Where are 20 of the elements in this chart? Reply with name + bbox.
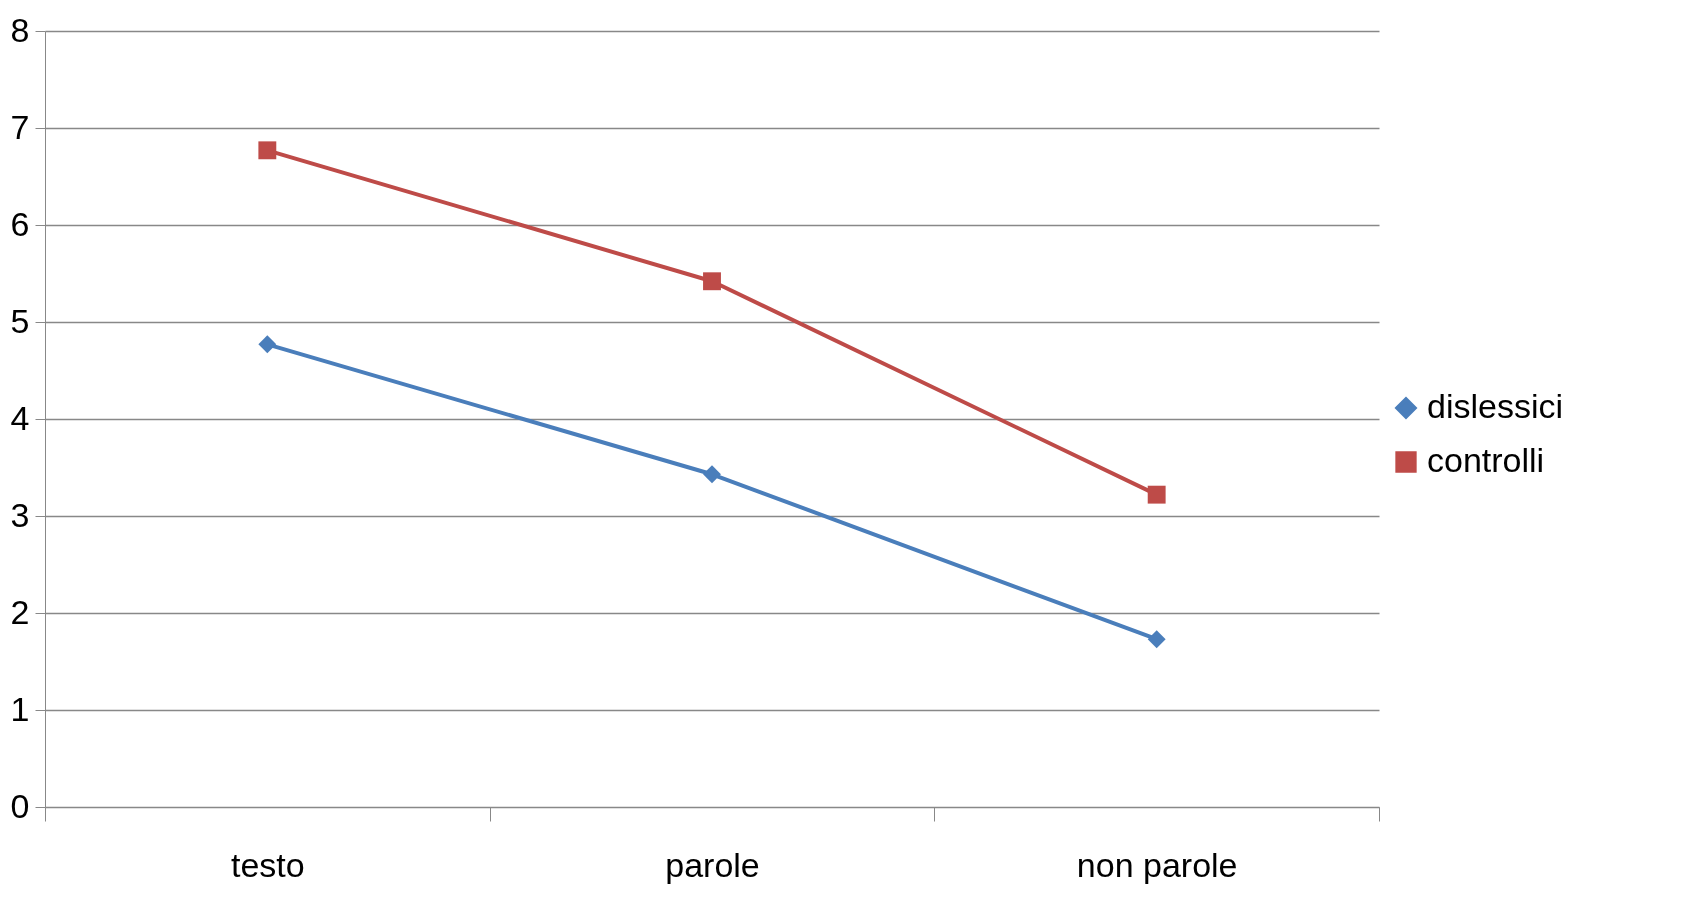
legend-label: controlli <box>1427 441 1545 479</box>
point <box>1147 485 1166 504</box>
y-tick-label: 2 <box>10 592 30 631</box>
legend-label: dislessici <box>1427 387 1564 425</box>
y-tick-label: 3 <box>10 495 30 534</box>
y-tick-label: 4 <box>10 398 30 437</box>
point <box>258 141 277 160</box>
point <box>703 272 721 291</box>
point <box>703 465 721 484</box>
y-tick-label: 5 <box>10 301 30 340</box>
y-tick-label: 7 <box>10 107 30 146</box>
point <box>258 335 277 354</box>
y-tick-label: 0 <box>10 786 30 825</box>
point <box>1147 630 1166 649</box>
y-tick-label: 1 <box>10 689 30 728</box>
y-tick-label: 8 <box>10 10 30 49</box>
y-tick-label: 6 <box>10 204 30 243</box>
x-tick-label: parole <box>665 845 760 884</box>
x-tick-label: non parole <box>1076 845 1238 884</box>
x-tick-label: testo <box>230 845 305 884</box>
